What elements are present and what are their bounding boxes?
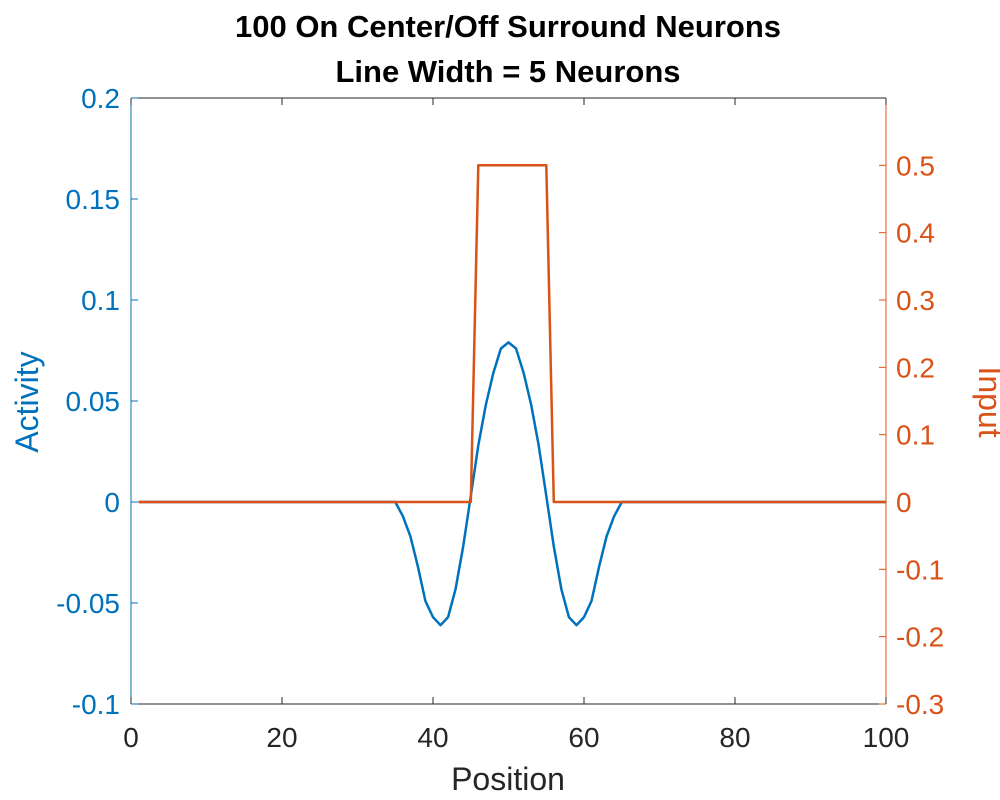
y-right-tick-label: -0.3 <box>896 689 944 720</box>
input-line <box>138 164 886 504</box>
plot-area <box>138 164 886 627</box>
y-left-tick-label: -0.1 <box>72 689 120 720</box>
y-left-tick-label: -0.05 <box>56 588 120 619</box>
y-right-tick-label: 0.1 <box>896 420 935 451</box>
y-right-tick-label: 0 <box>896 487 912 518</box>
y-right-tick-label: -0.1 <box>896 554 944 585</box>
y-right-tick-label: 0.4 <box>896 218 935 249</box>
chart-title-line-1: 100 On Center/Off Surround Neurons <box>235 9 781 44</box>
x-tick-label: 20 <box>266 722 297 753</box>
y-left-tick-label: 0.05 <box>66 386 121 417</box>
axes: 0 20 40 60 80 100 -0.1 -0.05 0 0.05 0.1 0.15 0.2 -0.3… <box>56 83 944 753</box>
chart-title-line-2: Line Width = 5 Neurons <box>335 54 680 89</box>
series-input <box>138 164 886 504</box>
y-left-tick-label: 0.15 <box>66 184 121 215</box>
y-axis-right-label: Input <box>972 366 1000 437</box>
y-right-tick-label: 0.5 <box>896 150 935 181</box>
x-tick-label: 40 <box>417 722 448 753</box>
y-right-tick-label: 0.3 <box>896 285 935 316</box>
x-tick-label: 80 <box>719 722 750 753</box>
series-activity <box>138 341 886 627</box>
activity-line <box>138 341 886 627</box>
y-axis-left-label: Activity <box>9 351 45 452</box>
y-right-tick-label: 0.2 <box>896 352 935 383</box>
x-tick-label: 100 <box>863 722 910 753</box>
y-left-tick-label: 0.1 <box>81 285 120 316</box>
y-right-tick-label: -0.2 <box>896 622 944 653</box>
y-left-tick-label: 0.2 <box>81 83 120 114</box>
x-axis-label: Position <box>451 761 565 797</box>
x-tick-label: 0 <box>123 722 139 753</box>
x-tick-label: 60 <box>568 722 599 753</box>
y-left-tick-label: 0 <box>104 487 120 518</box>
